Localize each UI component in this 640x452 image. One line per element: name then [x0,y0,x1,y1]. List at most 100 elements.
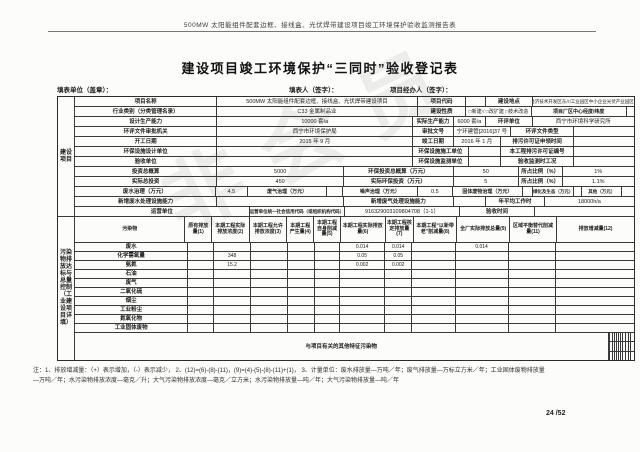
pollutant-col-header: 原有排放量(1) [185,217,212,242]
acceptance-time-label: 验收时间 [460,207,536,216]
pollutant-cell [214,288,252,296]
empty-cell [626,333,629,342]
side-label-construction-project: 建设项目 [58,97,74,217]
pollutant-row: 氨氮 15.2 0.002 0.002 [75,261,634,270]
pollutant-name: 石油 [75,270,189,278]
empty-cell [610,342,613,351]
pollutant-name: 废气 [75,279,189,287]
waste-gas-treatment-label: 废气治理（万元） [248,187,328,196]
monitoring-unit-value [469,157,502,166]
pollutant-cell [412,279,456,287]
pollutant-cell [251,261,289,269]
pollutant-name: 工业固体废物 [75,324,189,332]
pollutant-col-header: 本期工程产生量(4) [287,217,315,242]
pollutant-cell [188,306,214,314]
header-rule [48,31,596,32]
eia-doc-type-label: 环评文件类型 [511,127,575,136]
row-treatment-investment: 废水治理（万元） 4.5 废气治理（万元） 噪声治理（万元） 0.5 固体废物治… [75,187,634,197]
pollutant-cell: 0.002 [340,261,386,269]
pollutant-cell [556,306,634,314]
pollutant-cell [340,315,386,323]
pollutant-cell [456,279,509,287]
pollutant-col-header: 本期工程“以新带老”削减量(8) [414,217,458,242]
pollutant-cell [340,324,386,332]
pollutant-cell [251,252,289,260]
pollutant-cell [556,270,634,278]
pollutant-row: 石油 [75,270,634,279]
pollutant-cell [456,297,509,305]
actual-capacity-value: 6000 套/a [454,117,487,126]
pollutant-cell: 0.05 [340,252,386,260]
pollutant-row: 工业粉尘 [75,306,634,315]
pollutant-col-header: 本期工程核定排放量(7) [386,217,414,242]
pollutant-cell [288,243,315,251]
pollutant-cell [288,252,315,260]
pollutant-cell [188,279,214,287]
pollutant-name: 废水 [75,243,189,251]
pollutant-cell [315,279,341,287]
new-wastewater-capacity-value [217,197,345,206]
new-wastewater-capacity-label: 新增废水处理设施能力 [75,197,218,206]
pollutant-cell [214,243,252,251]
empty-cell [631,333,634,341]
monitoring-unit-label: 环保设施监测单位 [413,157,469,166]
working-condition-label: 验收监测时工况 [501,157,575,166]
permit-number-value [574,147,634,156]
empty-cell [623,351,626,360]
pollutant-cell [214,306,252,314]
start-date-value: 2015 年 9 月 [217,137,414,146]
pollutant-cell [340,279,386,287]
row-acceptance-units: 验收单位 环保设施监测单位 验收监测时工况 [75,157,634,167]
pollutant-cell [456,252,509,260]
pollutant-cell [288,270,315,278]
completion-date-value: 2016 年 1 月 [454,137,502,146]
pollutant-cell: 15.2 [214,261,252,269]
construction-unit-label: 环保设施施工单位 [413,147,469,156]
acceptance-time-value [535,207,634,216]
pollutant-header-row: 污染物 原有排放量(1) 本期工程实际排放浓度(2) 本期工程允许排放浓度(3)… [75,217,634,243]
pollutant-cell: 0.002 [385,261,413,269]
empty-cell [609,333,611,342]
empty-cell [617,333,619,342]
acceptance-unit-value [217,157,414,166]
pollutant-row: 氮氧化物 [75,315,634,324]
pollutant-cell [509,306,556,314]
pollutant-name: 工业粉尘 [75,306,189,314]
pollutant-cell [412,243,456,251]
pollutant-cell [214,324,252,332]
pollutant-rows: 废水 0.014 0.014 0.014 [75,243,634,333]
pollutant-cell [340,270,386,278]
pollutant-cell [385,270,413,278]
working-condition-value [574,157,634,166]
permit-number-label: 本工程排污许可证编号 [501,147,575,156]
acceptance-unit-label: 验收单位 [75,157,218,166]
side-label-pollutant-control: 污染物排放达标与总量控制（工业建设项目详填） [59,250,72,326]
pollutant-row: 二氧化硫 [75,288,634,297]
pollutant-row: 工业固体废物 [75,324,634,333]
greening-value [574,187,583,196]
annual-working-hours-label: 年平均工作时 [486,197,545,206]
annual-working-hours-value: 18000h/a [577,198,601,205]
page-title: 建设项目竣工环境保护“三同时”验收登记表 [181,61,459,76]
empty-cell [629,351,632,360]
env-budget-label: 环保投资总概算（万元） [344,167,454,176]
pollutant-cell [251,297,289,305]
page-number: 24 /52 [546,410,566,417]
signature-row: 填表单位（盖章）： 填表人（签字）： 项目经办人（签字）： [57,84,635,94]
empty-cell [619,351,622,360]
pollutant-cell [509,270,556,278]
row-dates: 开工日期 2015 年 9 月 竣工日期 2016 年 1 月 排污许可证申领时… [75,137,634,147]
eia-unit-label: 环评单位 [486,117,533,126]
approval-number-label: 审批文号 [413,127,454,136]
row-design-units: 环保设施设计单位 环保设施施工单位 本工程排污许可证编号 [75,147,634,157]
pollutant-cell [288,288,315,296]
pollutant-cell [385,288,413,296]
project-handler-label: 项目经办人（签字）： [390,87,452,94]
actual-env-investment-label: 实际环保投资（万元） [344,177,454,186]
solid-waste-treatment-label: 固体废物治理（万元） [453,187,523,196]
pollutant-cell [412,270,456,278]
pollutant-col-header: 本期工程自身削减量(5) [314,217,341,242]
empty-cell [613,342,616,351]
approval-authority-label: 环评文件审批机关 [75,127,218,136]
